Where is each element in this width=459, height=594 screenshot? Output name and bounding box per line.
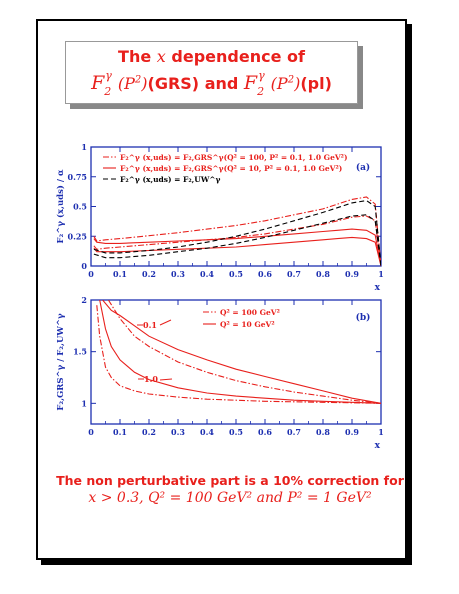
y-axis-label: F₂^γ (x,uds) / α [55,169,66,243]
series-line-3 [93,228,381,266]
series-line-1 [102,300,381,404]
title-f2-a: F [91,72,105,94]
legend-entry: Q² = 10 GeV² [220,320,275,329]
x-tick-label: 0.8 [316,269,330,279]
legend-entry: Q² = 100 GeV² [220,308,280,317]
annotation-label: 0.1 [143,320,157,330]
x-tick-label: 0.1 [113,269,127,279]
x-tick-label: 0 [88,427,94,437]
y-tick-label: 0 [81,261,87,271]
series-line-4 [96,305,381,404]
title-box: The x dependence of F2γ (P2)(GRS) and F2γ… [65,41,358,104]
title-suffix: dependence of [165,47,305,66]
panel-label: (b) [356,312,371,323]
title-grs-and: (GRS) and [147,74,244,93]
series-line-4 [93,236,381,266]
x-tick-label: 0.5 [229,269,243,279]
title-var-x: x [156,47,166,66]
y-tick-label: 0.75 [68,172,87,182]
x-tick-label: 1 [378,269,384,279]
legend-entry: F₂^γ (x,uds) = F₂,GRS^γ(Q² = 10, P² = 0.… [120,164,342,173]
y-tick-label: 2 [81,295,87,305]
y-tick-label: 1 [81,398,87,408]
x-tick-label: 0.1 [113,427,127,437]
title-p2-a: (P [117,74,135,93]
x-tick-label: 0.9 [345,269,359,279]
footer-line-2: x > 0.3, Q² = 100 GeV² and P² = 1 GeV² [88,490,372,506]
legend-entry: F₂^γ (x,uds) = F₂,GRS^γ(Q² = 100, P² = 0… [120,153,348,162]
series-line-2 [93,215,381,266]
x-tick-label: 0.5 [229,427,243,437]
x-tick-label: 0.3 [171,269,185,279]
x-tick-label: 0.7 [287,427,301,437]
series-line-6 [93,214,381,266]
x-tick-label: 0.7 [287,269,301,279]
legend-entry: F₂^γ (x,uds) = F₂,UW^γ [120,175,221,184]
y-axis-label: F₂,GRS^γ / F₂,UW^γ [56,313,66,411]
x-tick-label: 0.2 [142,269,156,279]
y-tick-label: 0.5 [73,202,87,212]
plot-frame-2 [90,299,382,425]
x-tick-label: 0.3 [171,427,185,437]
slide-frame [36,19,407,560]
series-line-2 [107,300,381,404]
x-tick-label: 0.9 [345,427,359,437]
title-line-1: The x dependence of [66,47,357,66]
x-tick-label: 0.2 [142,427,156,437]
series-line-5 [93,200,381,266]
panel-label: (a) [356,162,370,173]
x-tick-label: 0 [88,269,94,279]
y-tick-label: 1.5 [73,347,87,357]
x-tick-label: 0.4 [200,269,214,279]
series-line-3 [99,300,381,404]
y-tick-label: 0.25 [68,231,87,241]
footer-line-1: The non perturbative part is a 10% corre… [56,473,404,488]
x-tick-label: 1 [378,427,384,437]
x-tick-label: 0.6 [258,269,272,279]
title-prefix: The [118,47,157,66]
x-tick-label: 0.8 [316,427,330,437]
title-line-2: F2γ (P2)(GRS) and F2γ (P2)(pl) [91,68,332,99]
y-tick-label: 1 [81,142,87,152]
x-tick-label: 0.6 [258,427,272,437]
annotation-arrow-right [159,319,172,326]
title-p2-b: (P [270,74,288,93]
x-axis-label: x [375,441,381,451]
title-f2-b: F [243,72,258,94]
x-tick-label: 0.4 [200,427,214,437]
annotation-arrow-right [159,378,173,381]
annotation-label: 1.0 [144,374,158,384]
x-axis-label: x [375,283,381,293]
title-pl: (pl) [300,74,332,93]
